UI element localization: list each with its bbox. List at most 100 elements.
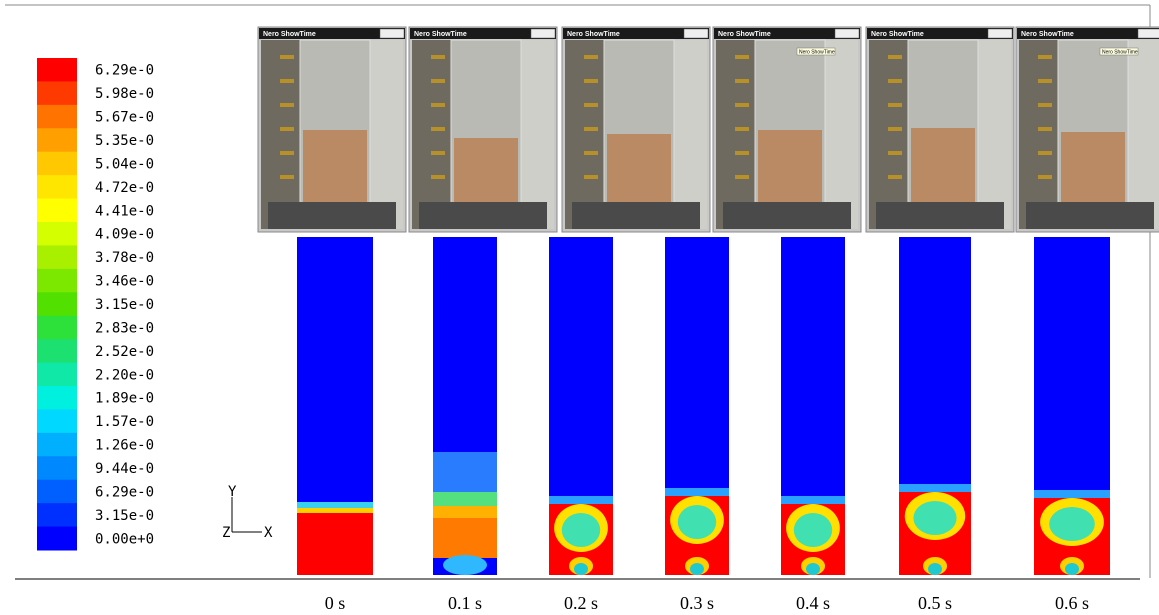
base-plate: [419, 202, 547, 229]
grid-backdrop: [974, 40, 1011, 229]
legend-swatch: [37, 363, 77, 387]
fitting: [1038, 175, 1052, 179]
contour-column: [433, 237, 497, 575]
time-label: 0.6 s: [1055, 593, 1089, 613]
legend-label: 2.20e-0: [95, 367, 154, 383]
legend-swatch: [37, 292, 77, 316]
base-plate: [268, 202, 396, 229]
legend-swatch: [37, 105, 77, 129]
fitting: [888, 175, 902, 179]
legend-swatch: [37, 386, 77, 410]
time-label: 0.1 s: [448, 593, 482, 613]
grid-backdrop: [821, 40, 858, 229]
legend-swatch: [37, 503, 77, 527]
fitting: [584, 151, 598, 155]
legend-label: 5.67e-0: [95, 110, 154, 126]
fitting: [431, 151, 445, 155]
fitting: [280, 175, 294, 179]
legend-label: 3.46e-0: [95, 274, 154, 290]
contour-column: [665, 237, 729, 575]
interface-band: [1034, 490, 1110, 498]
legend-label: 3.15e-0: [95, 297, 154, 313]
window-title: Nero ShowTime: [414, 31, 467, 38]
interface-band: [297, 502, 373, 508]
dense-bed: [297, 513, 373, 575]
axis-x-label: X: [264, 525, 273, 541]
fitting: [888, 151, 902, 155]
time-label: 0.4 s: [796, 593, 830, 613]
base-plate: [572, 202, 700, 229]
fitting: [735, 103, 749, 107]
legend-swatch: [37, 456, 77, 480]
fitting: [888, 55, 902, 59]
axis-triad: [232, 497, 262, 532]
interface-band: [433, 492, 497, 506]
fitting: [888, 127, 902, 131]
legend-swatch: [37, 269, 77, 293]
fitting: [1038, 55, 1052, 59]
time-label: 0 s: [325, 593, 346, 613]
grid-backdrop: [1124, 40, 1159, 229]
legend-label: 4.41e-0: [95, 203, 154, 219]
window-buttons: [531, 29, 555, 38]
fitting: [431, 55, 445, 59]
fitting: [584, 79, 598, 83]
interface-band: [781, 496, 845, 504]
jet-core: [1065, 563, 1079, 575]
legend-swatch: [37, 175, 77, 199]
legend-swatch: [37, 245, 77, 269]
base-plate: [1026, 202, 1154, 229]
legend-label: 0.00e+0: [95, 531, 154, 547]
legend-swatch: [37, 58, 77, 82]
legend-swatch: [37, 152, 77, 176]
window-title: Nero ShowTime: [263, 31, 316, 38]
jet-core: [928, 563, 942, 575]
legend-label: 1.57e-0: [95, 414, 154, 430]
bubble: [794, 513, 832, 547]
fitting: [584, 103, 598, 107]
fitting: [584, 55, 598, 59]
legend-label: 4.09e-0: [95, 227, 154, 243]
legend-label: 2.52e-0: [95, 344, 154, 360]
fitting: [431, 127, 445, 131]
contour-column: [549, 237, 613, 575]
interface-band: [549, 496, 613, 504]
bubble: [562, 513, 600, 547]
figure: Y Z X 6.29e-05.98e-05.67e-05.35e-05.04e-…: [0, 0, 1159, 615]
dense-bed: [433, 506, 497, 518]
fitting: [1038, 103, 1052, 107]
fitting: [735, 79, 749, 83]
bubble: [443, 555, 487, 575]
sand-bed: [911, 128, 975, 215]
fitting: [735, 127, 749, 131]
tooltip: Nero ShowTime: [1102, 50, 1138, 56]
dense-bed: [433, 518, 497, 558]
time-label: 0.3 s: [680, 593, 714, 613]
contour-column: [781, 237, 845, 575]
window-buttons: [1138, 29, 1159, 38]
window-buttons: [835, 29, 859, 38]
contour-column: [297, 237, 373, 575]
contour-column: [1034, 237, 1110, 575]
fitting: [280, 103, 294, 107]
fitting: [888, 79, 902, 83]
fitting: [280, 79, 294, 83]
fitting: [1038, 79, 1052, 83]
time-label: 0.5 s: [918, 593, 952, 613]
jet-core: [690, 563, 704, 575]
tooltip: Nero ShowTime: [799, 50, 835, 56]
fitting: [584, 127, 598, 131]
window-title: Nero ShowTime: [718, 31, 771, 38]
fitting: [431, 103, 445, 107]
base-plate: [876, 202, 1004, 229]
legend-label: 5.98e-0: [95, 86, 154, 102]
fitting: [1038, 127, 1052, 131]
window-buttons: [380, 29, 404, 38]
fitting: [735, 175, 749, 179]
legend-swatch: [37, 480, 77, 504]
grid-backdrop: [670, 40, 707, 229]
legend-swatch: [37, 199, 77, 223]
jet-core: [574, 563, 588, 575]
fitting: [280, 151, 294, 155]
fitting: [1038, 151, 1052, 155]
